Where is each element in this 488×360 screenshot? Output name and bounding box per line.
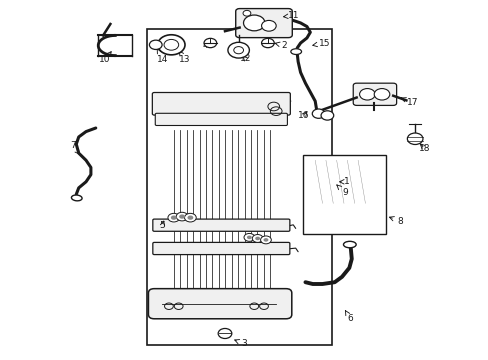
Circle shape — [158, 35, 184, 55]
Text: 2: 2 — [275, 41, 287, 50]
Circle shape — [261, 39, 274, 48]
Circle shape — [167, 213, 179, 222]
Circle shape — [359, 89, 374, 100]
FancyBboxPatch shape — [148, 289, 291, 319]
Text: 4: 4 — [202, 41, 211, 50]
Text: 17: 17 — [401, 98, 418, 107]
Text: 7: 7 — [70, 141, 80, 154]
Circle shape — [321, 111, 333, 120]
Circle shape — [261, 21, 276, 31]
Circle shape — [243, 15, 264, 31]
Circle shape — [246, 235, 251, 239]
Ellipse shape — [290, 49, 301, 54]
FancyBboxPatch shape — [153, 219, 289, 231]
Ellipse shape — [71, 195, 82, 201]
Circle shape — [244, 233, 254, 241]
Circle shape — [407, 133, 422, 144]
Text: 18: 18 — [418, 144, 430, 153]
Text: 14: 14 — [157, 49, 168, 64]
Circle shape — [243, 10, 250, 16]
Bar — [147, 30, 331, 345]
FancyBboxPatch shape — [235, 9, 292, 38]
Text: 9: 9 — [336, 185, 347, 197]
Text: 11: 11 — [283, 11, 298, 20]
Text: 1: 1 — [339, 177, 349, 186]
Text: 13: 13 — [179, 51, 190, 64]
Text: 5: 5 — [160, 221, 165, 230]
Circle shape — [312, 109, 325, 118]
Circle shape — [263, 238, 268, 242]
Ellipse shape — [343, 241, 355, 248]
Text: 3: 3 — [234, 339, 247, 348]
Circle shape — [260, 236, 271, 244]
FancyBboxPatch shape — [153, 242, 289, 255]
Circle shape — [176, 212, 187, 221]
Text: 16: 16 — [298, 111, 309, 120]
Bar — [303, 155, 385, 234]
FancyBboxPatch shape — [155, 113, 287, 126]
Text: 10: 10 — [99, 52, 111, 64]
Text: 8: 8 — [388, 217, 403, 226]
Text: 12: 12 — [239, 54, 251, 63]
Text: 15: 15 — [312, 39, 330, 48]
Circle shape — [373, 89, 389, 100]
Circle shape — [255, 237, 260, 240]
FancyBboxPatch shape — [352, 83, 396, 105]
Circle shape — [149, 40, 162, 49]
FancyBboxPatch shape — [152, 93, 290, 115]
Circle shape — [227, 42, 249, 58]
Circle shape — [184, 213, 196, 222]
Text: 6: 6 — [345, 311, 352, 323]
Circle shape — [252, 234, 263, 242]
Circle shape — [203, 39, 216, 48]
Circle shape — [233, 46, 243, 54]
Circle shape — [179, 215, 184, 219]
Circle shape — [170, 216, 176, 220]
Circle shape — [163, 40, 178, 50]
Circle shape — [187, 216, 193, 220]
